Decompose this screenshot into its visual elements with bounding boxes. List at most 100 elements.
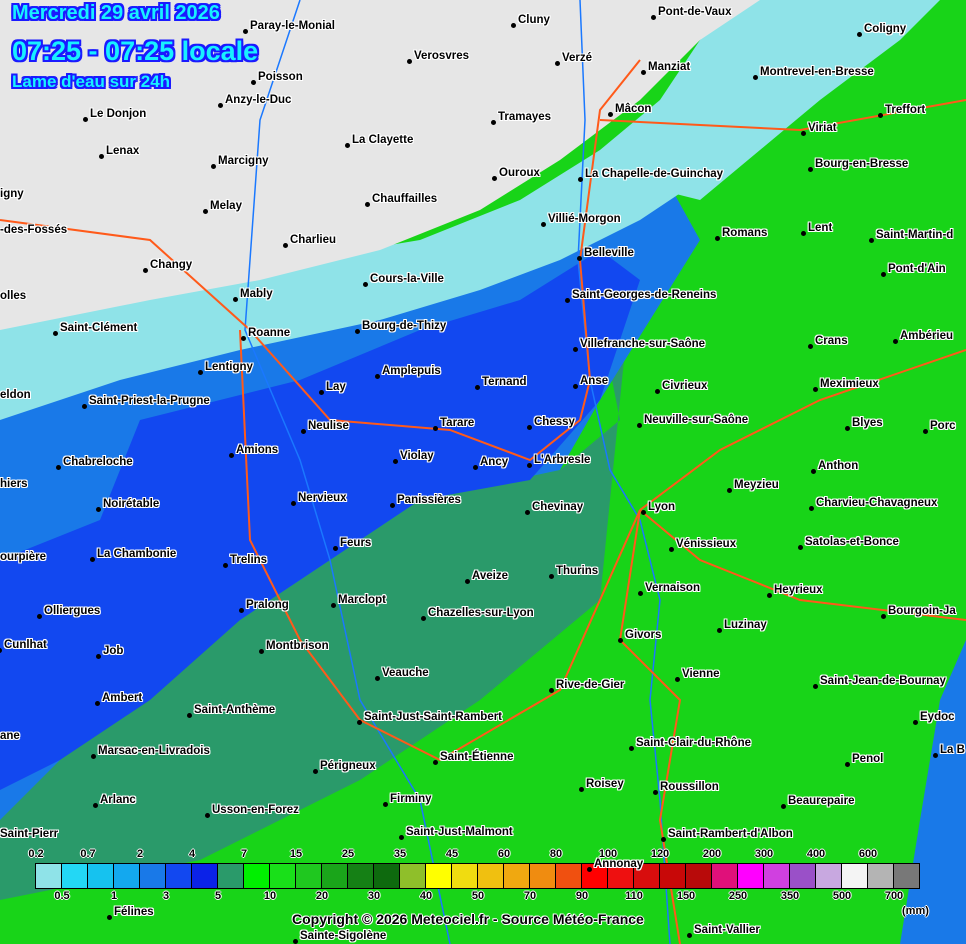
city-label: Poisson <box>258 71 303 83</box>
city-label: Violay <box>400 450 434 462</box>
city-label: Tramayes <box>498 111 552 123</box>
city-label: Félines <box>114 906 154 918</box>
legend-swatch <box>296 864 322 888</box>
legend-top-label: 15 <box>289 848 303 860</box>
city-marker <box>661 837 666 842</box>
city-marker <box>573 384 578 389</box>
city-label: Viriat <box>808 122 837 134</box>
legend-swatch <box>608 864 634 888</box>
city-marker <box>893 339 898 344</box>
legend-top-label: 400 <box>806 848 826 860</box>
city-label: Vienne <box>682 668 720 680</box>
city-marker <box>653 790 658 795</box>
city-label: Ambérieu <box>900 330 954 342</box>
city-label: Heyrieux <box>774 584 823 596</box>
city-marker <box>331 603 336 608</box>
city-label: Manziat <box>648 61 691 73</box>
legend-swatch <box>556 864 582 888</box>
legend-top-label: 60 <box>497 848 511 860</box>
city-label: Marcigny <box>218 155 269 167</box>
city-label: Satolas-et-Bonce <box>805 536 899 548</box>
city-marker <box>727 488 732 493</box>
city-marker <box>608 112 613 117</box>
legend-swatch <box>790 864 816 888</box>
city-marker <box>399 835 404 840</box>
legend-swatch <box>764 864 790 888</box>
city-marker <box>491 120 496 125</box>
city-marker <box>933 753 938 758</box>
legend-bottom-label: 3 <box>162 890 170 902</box>
zone-cyan-topright <box>660 0 940 200</box>
zone-dark-blue <box>0 250 640 790</box>
city-marker <box>107 915 112 920</box>
city-label: Aveize <box>472 570 509 582</box>
city-label: Ancy <box>480 456 509 468</box>
city-marker <box>211 164 216 169</box>
city-label: Porc <box>930 420 956 432</box>
city-label: Verosvres <box>414 50 469 62</box>
city-marker <box>233 297 238 302</box>
legend-top-label: 80 <box>549 848 563 860</box>
copyright: Copyright © 2026 Meteociel.fr - Source M… <box>292 911 644 927</box>
city-marker <box>798 545 803 550</box>
city-marker <box>913 720 918 725</box>
city-label: Civrieux <box>662 380 708 392</box>
city-marker <box>715 236 720 241</box>
city-label: Chessy <box>534 416 575 428</box>
city-label: Montbrison <box>266 640 329 652</box>
city-label: eldon <box>0 389 31 401</box>
legend-bottom-label: 350 <box>780 890 800 902</box>
city-label: Villié-Morgon <box>548 213 621 225</box>
legend-swatch <box>894 864 919 888</box>
city-label: Givors <box>625 629 662 641</box>
legend-top-label: 35 <box>393 848 407 860</box>
legend-bottom-label: 110 <box>625 890 643 902</box>
legend-swatch <box>660 864 686 888</box>
city-label: Marsac-en-Livradois <box>98 745 210 757</box>
city-label: Lentigny <box>205 361 253 373</box>
city-label: Vénissieux <box>676 538 737 550</box>
city-label: Luzinay <box>724 619 767 631</box>
city-label: Bourg-de-Thizy <box>362 320 447 332</box>
city-label: Veauche <box>382 667 429 679</box>
city-label: Saint-Pierr <box>0 828 59 840</box>
city-label: Saint-Jean-de-Bournay <box>820 675 946 687</box>
city-label: Saint-Priest-la-Prugne <box>89 395 210 407</box>
city-marker <box>239 608 244 613</box>
city-marker <box>781 804 786 809</box>
legend-bottom-label: 5 <box>214 890 222 902</box>
city-marker <box>717 628 722 633</box>
city-label: Saint-Anthème <box>194 704 276 716</box>
legend-swatch <box>686 864 712 888</box>
city-marker <box>549 574 554 579</box>
legend-swatch <box>530 864 556 888</box>
city-label: Rive-de-Gier <box>556 679 625 691</box>
city-marker <box>375 676 380 681</box>
city-label: Treffort <box>885 104 926 116</box>
city-marker <box>525 510 530 515</box>
city-marker <box>99 154 104 159</box>
legend-top-label: 120 <box>650 848 670 860</box>
city-marker <box>857 32 862 37</box>
city-marker <box>669 547 674 552</box>
city-label: Changy <box>150 259 193 271</box>
city-marker <box>813 387 818 392</box>
city-marker <box>390 503 395 508</box>
city-label: Usson-en-Forez <box>212 804 299 816</box>
city-label: Belleville <box>584 247 634 259</box>
rivers <box>244 0 671 944</box>
city-label: Roussillon <box>660 781 719 793</box>
city-label: Charvieu-Chavagneux <box>816 497 938 509</box>
city-marker <box>95 701 100 706</box>
city-marker <box>573 347 578 352</box>
legend-top-label: 100 <box>598 848 618 860</box>
city-marker <box>492 176 497 181</box>
city-label: ourpière <box>0 551 47 563</box>
city-marker <box>641 70 646 75</box>
city-label: Coligny <box>864 23 907 35</box>
legend-swatch <box>816 864 842 888</box>
city-marker <box>283 243 288 248</box>
city-label: Saint-Martin-d <box>876 229 954 241</box>
city-marker <box>511 23 516 28</box>
city-label: Meximieux <box>820 378 879 390</box>
